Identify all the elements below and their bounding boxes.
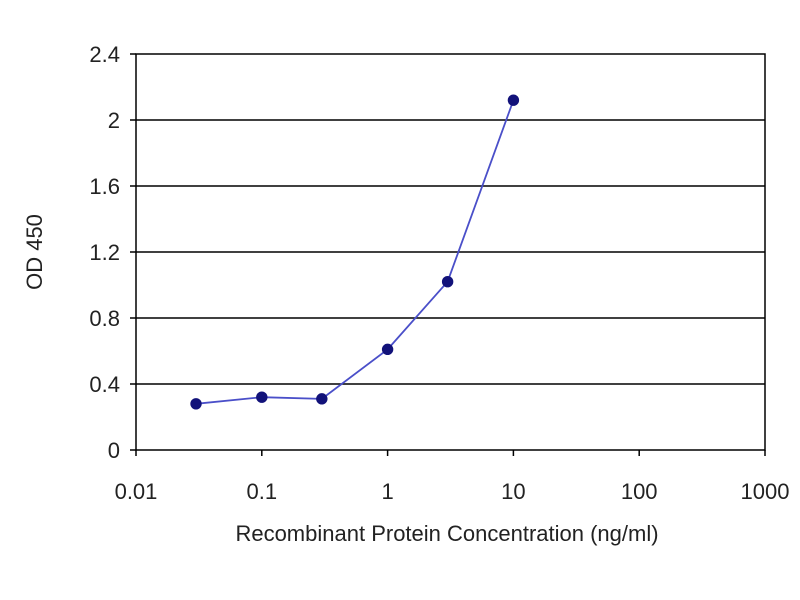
y-tick-label: 1.6 [89,174,120,199]
y-tick-label: 1.2 [89,240,120,265]
data-point [316,393,328,405]
data-point [256,391,268,403]
x-tick-label: 1 [381,479,393,504]
grid-lines [136,119,765,385]
y-tick-label: 2 [108,108,120,133]
y-tick-label: 0 [108,438,120,463]
x-tick-label: 0.01 [115,479,158,504]
y-axis: 0 0.4 0.8 1.2 1.6 2 2.4 [89,42,136,463]
data-point [381,343,394,356]
data-point [190,398,202,410]
x-axis: 0.01 0.1 1 10 100 1000 [115,450,790,504]
y-tick-label: 2.4 [89,42,120,67]
data-point [441,276,454,288]
x-tick-label: 0.1 [247,479,278,504]
x-axis-title: Recombinant Protein Concentration (ng/ml… [235,521,658,546]
series-line [195,99,515,405]
y-axis-title: OD 450 [22,214,47,290]
x-tick-label: 100 [621,479,658,504]
y-tick-label: 0.4 [89,372,120,397]
x-tick-label: 1000 [741,479,790,504]
x-tick-label: 10 [501,479,525,504]
data-point [507,94,520,106]
y-tick-label: 0.8 [89,306,120,331]
series-layer [190,94,520,410]
